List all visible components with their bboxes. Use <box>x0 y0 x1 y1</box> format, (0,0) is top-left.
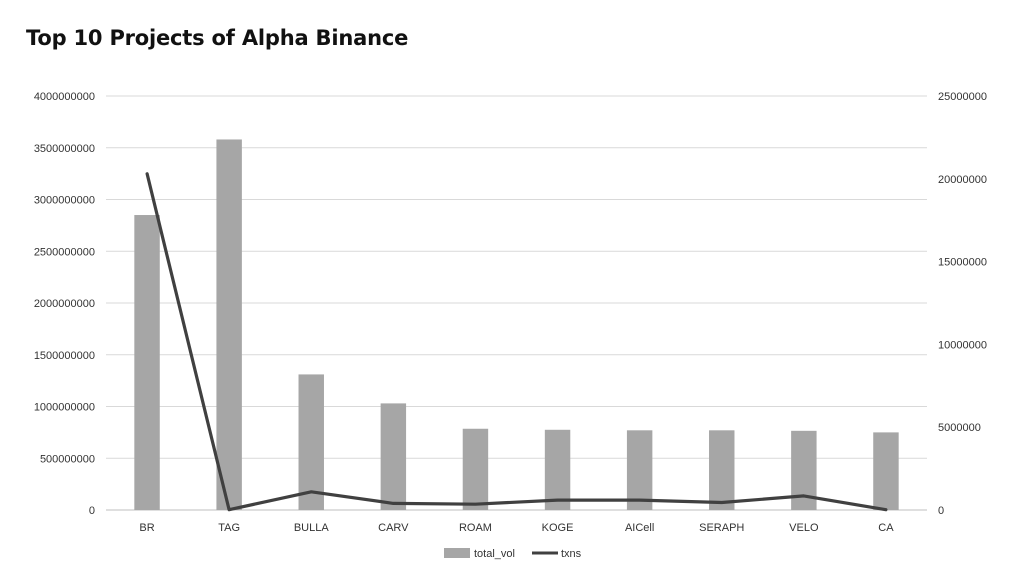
right-tick-label: 20000000 <box>938 174 987 186</box>
gridlines <box>106 95 927 511</box>
bar <box>462 428 489 510</box>
bar <box>298 374 324 510</box>
chart-title: Top 10 Projects of Alpha Binance <box>26 26 409 50</box>
bar <box>626 430 653 510</box>
x-tick-label: AICell <box>625 522 654 534</box>
legend-label-txns: txns <box>561 548 582 560</box>
x-axis-ticks: BR TAG BULLA CARV ROAM KOGE AICell SERAPH VELO CA <box>139 522 894 534</box>
bar <box>216 139 242 510</box>
right-tick-label: 5000000 <box>938 422 981 434</box>
left-tick-label: 1000000000 <box>34 402 95 414</box>
bar <box>134 215 160 510</box>
left-tick-label: 3500000000 <box>34 143 95 155</box>
x-tick-label: CA <box>878 522 894 534</box>
legend: total_vol txns <box>444 548 582 560</box>
right-tick-label: 25000000 <box>938 91 987 103</box>
left-tick-label: 4000000000 <box>34 91 95 103</box>
right-tick-label: 15000000 <box>938 257 987 269</box>
bar <box>709 430 735 510</box>
left-tick-label: 2500000000 <box>34 246 95 258</box>
left-tick-label: 2000000000 <box>34 298 95 310</box>
bar-series <box>134 139 899 510</box>
legend-label-total_vol: total_vol <box>474 548 515 560</box>
left-tick-label: 1500000000 <box>34 350 95 362</box>
left-tick-label: 500000000 <box>40 453 95 465</box>
x-tick-label: ROAM <box>459 522 492 534</box>
left-axis-ticks: 0 500000000 1000000000 1500000000 2000000000… <box>34 91 95 517</box>
bar <box>544 429 571 510</box>
x-tick-label: CARV <box>378 522 409 534</box>
x-tick-label: TAG <box>218 522 240 534</box>
x-tick-label: SERAPH <box>699 522 744 534</box>
right-tick-label: 10000000 <box>938 339 987 351</box>
right-tick-label: 0 <box>938 505 944 517</box>
left-tick-label: 0 <box>89 505 95 517</box>
legend-swatch-total_vol <box>444 548 470 558</box>
x-tick-label: VELO <box>789 522 819 534</box>
left-tick-label: 3000000000 <box>34 195 95 207</box>
bar <box>873 432 899 510</box>
right-axis-ticks: 0 5000000 10000000 15000000 20000000 25000000 <box>938 91 987 517</box>
bar <box>380 403 407 510</box>
line-series <box>145 172 888 512</box>
txns-line <box>145 172 888 512</box>
x-tick-label: BULLA <box>294 522 330 534</box>
x-tick-label: BR <box>139 522 154 534</box>
x-tick-label: KOGE <box>542 522 574 534</box>
